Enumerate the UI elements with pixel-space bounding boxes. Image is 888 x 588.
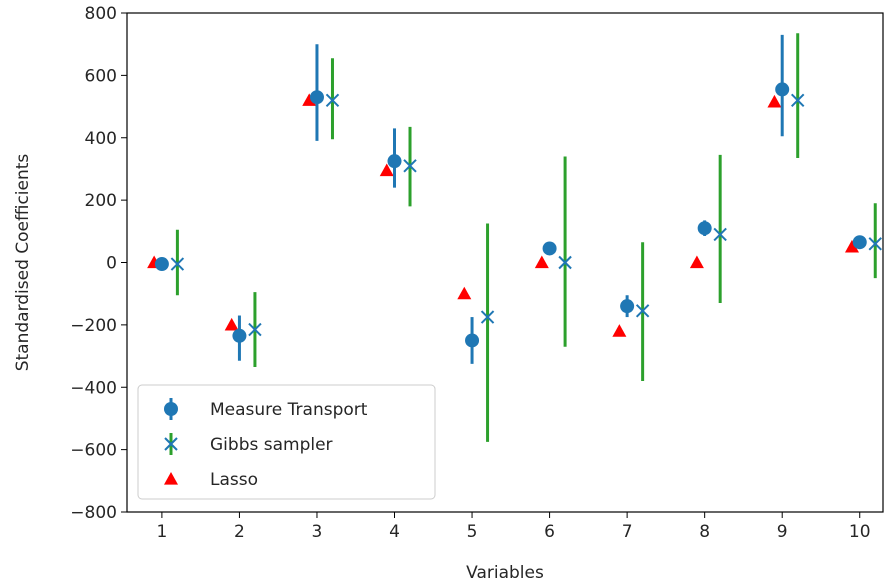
y-tick-label-6: 400 xyxy=(85,129,117,149)
x-tick-label-3: 3 xyxy=(312,522,323,542)
legend-entry-gibbs-sampler: Gibbs sampler xyxy=(164,433,333,455)
point-lasso-7 xyxy=(612,324,627,337)
y-tick-label-0: −800 xyxy=(70,503,117,523)
x-tick-label-8: 8 xyxy=(699,522,710,542)
x-tick-label-1: 1 xyxy=(156,522,167,542)
point-gibbs-sampler-5 xyxy=(480,310,495,324)
y-tick-label-1: −600 xyxy=(70,441,117,461)
legend-label-measure-transport: Measure Transport xyxy=(210,400,368,420)
x-tick-label-6: 6 xyxy=(544,522,555,542)
point-gibbs-sampler-9 xyxy=(791,93,805,108)
point-measure-transport-2 xyxy=(232,328,247,343)
point-lasso-8 xyxy=(689,255,704,269)
plot-area xyxy=(147,33,882,442)
y-tick-label-3: −200 xyxy=(70,316,117,336)
x-tick-label-2: 2 xyxy=(234,522,245,542)
legend-box xyxy=(137,384,436,500)
x-tick-label-7: 7 xyxy=(622,522,633,542)
legend: Measure Transport Gibbs sampler Lasso xyxy=(137,384,436,500)
point-measure-transport-5 xyxy=(465,333,480,348)
legend-marker-gibbs-sampler xyxy=(164,437,178,451)
x-tick-label-10: 10 xyxy=(849,522,871,542)
point-lasso-6 xyxy=(534,255,549,269)
y-axis-label: Standardised Coefficients xyxy=(13,154,33,372)
x-tick-label-5: 5 xyxy=(467,522,478,542)
point-measure-transport-3 xyxy=(309,90,324,105)
x-axis-label: Variables xyxy=(466,563,544,583)
legend-entry-measure-transport: Measure Transport xyxy=(164,398,368,420)
x-tick-label-4: 4 xyxy=(389,522,400,542)
point-gibbs-sampler-7 xyxy=(635,304,650,318)
legend-marker-lasso xyxy=(164,472,178,485)
y-tick-label-8: 800 xyxy=(85,4,117,24)
axes: 1 2 3 4 5 6 7 8 9 10 −800 −600 −400 −200 0 200 400 600 800 xyxy=(70,4,884,542)
point-gibbs-sampler-4 xyxy=(403,159,417,173)
legend-marker-measure-transport xyxy=(164,402,178,416)
point-lasso-9 xyxy=(767,94,782,108)
y-tick-label-5: 200 xyxy=(85,191,117,211)
point-lasso-2 xyxy=(224,317,239,331)
point-measure-transport-6 xyxy=(542,241,557,256)
point-gibbs-sampler-8 xyxy=(713,227,727,242)
y-tick-label-7: 600 xyxy=(85,66,117,86)
y-tick-label-4: 0 xyxy=(106,254,117,274)
point-gibbs-sampler-10 xyxy=(868,237,882,251)
point-gibbs-sampler-2 xyxy=(248,322,262,337)
point-lasso-4 xyxy=(379,163,394,177)
point-measure-transport-9 xyxy=(775,82,790,97)
y-tick-label-2: −400 xyxy=(70,378,117,398)
point-measure-transport-8 xyxy=(697,221,712,236)
legend-label-lasso: Lasso xyxy=(210,470,258,490)
point-lasso-3 xyxy=(302,93,317,106)
point-measure-transport-10 xyxy=(852,235,867,250)
point-lasso-5 xyxy=(457,286,472,300)
point-lasso-10 xyxy=(844,239,859,253)
series-lasso xyxy=(147,93,859,337)
point-gibbs-sampler-3 xyxy=(325,93,340,108)
point-measure-transport-4 xyxy=(387,154,402,169)
legend-entry-lasso: Lasso xyxy=(164,470,258,490)
legend-label-gibbs-sampler: Gibbs sampler xyxy=(210,435,333,455)
point-gibbs-sampler-1 xyxy=(170,257,185,271)
series-gibbs-sampler xyxy=(170,33,882,442)
point-measure-transport-1 xyxy=(154,257,169,272)
point-measure-transport-7 xyxy=(620,299,635,314)
x-tick-label-9: 9 xyxy=(777,522,788,542)
point-gibbs-sampler-6 xyxy=(558,255,572,270)
series-measure-transport xyxy=(154,34,867,364)
